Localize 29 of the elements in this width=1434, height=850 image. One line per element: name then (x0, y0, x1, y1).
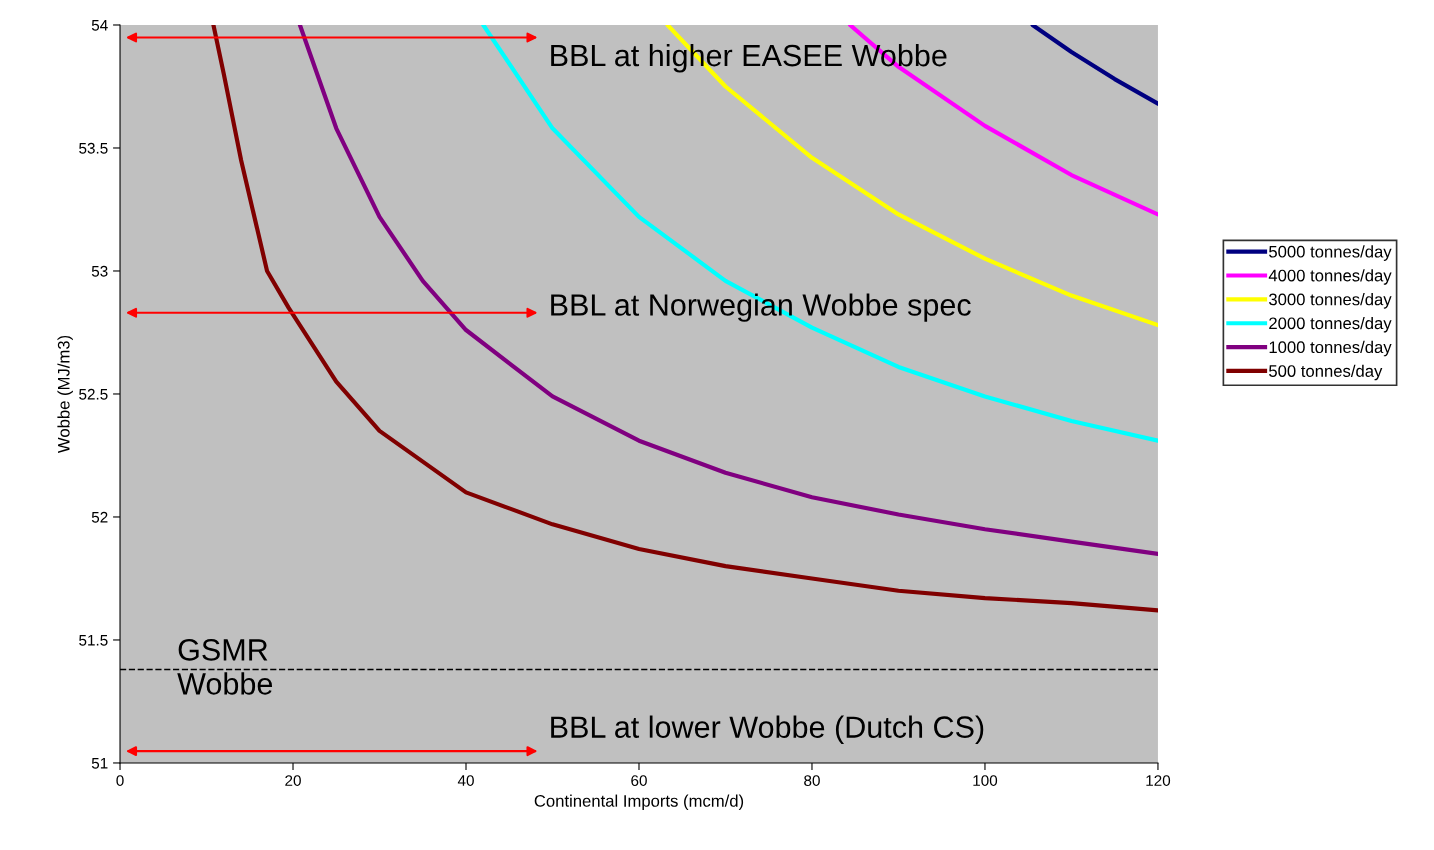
legend-label: 500 tonnes/day (1269, 364, 1383, 381)
x-tick-label: 0 (116, 775, 124, 786)
y-tick-label: 52 (91, 511, 108, 523)
y-tick-label: 52.5 (79, 388, 108, 400)
x-tick-label: 20 (285, 775, 301, 786)
ref-line-label: GSMR Wobbe (177, 639, 273, 695)
legend-label: 1000 tonnes/day (1269, 340, 1392, 357)
x-tick-label: 60 (631, 775, 647, 786)
y-tick-label: 51.5 (79, 634, 108, 646)
x-tick-label: 40 (457, 775, 474, 786)
annotation: BBL at lower Wobbe (Dutch CS) (551, 715, 984, 744)
y-tick-label: 51 (91, 757, 108, 769)
x-axis-title: Continental Imports (mcm/d) (534, 794, 744, 811)
x-tick-label: 120 (1146, 775, 1171, 786)
y-tick-label: 53 (91, 265, 108, 277)
line-series (211, 24, 1158, 613)
x-tick-label: 100 (973, 775, 998, 786)
legend-label: 3000 tonnes/day (1269, 293, 1392, 309)
line-series (481, 24, 1158, 443)
line-series (1030, 24, 1158, 106)
legend-label: 4000 tonnes/day (1268, 269, 1392, 285)
line-series (297, 24, 1158, 556)
line-series (847, 24, 1158, 217)
x-tick-label: 80 (804, 775, 820, 786)
legend-label: 2000 tonnes/day (1269, 316, 1392, 333)
y-tick-label: 54 (91, 20, 108, 31)
y-axis-title: Wobbe (MJ/m3) (57, 335, 73, 454)
y-tick-label: 53.5 (79, 142, 108, 154)
legend-label: 5000 tonnes/day (1269, 245, 1392, 261)
